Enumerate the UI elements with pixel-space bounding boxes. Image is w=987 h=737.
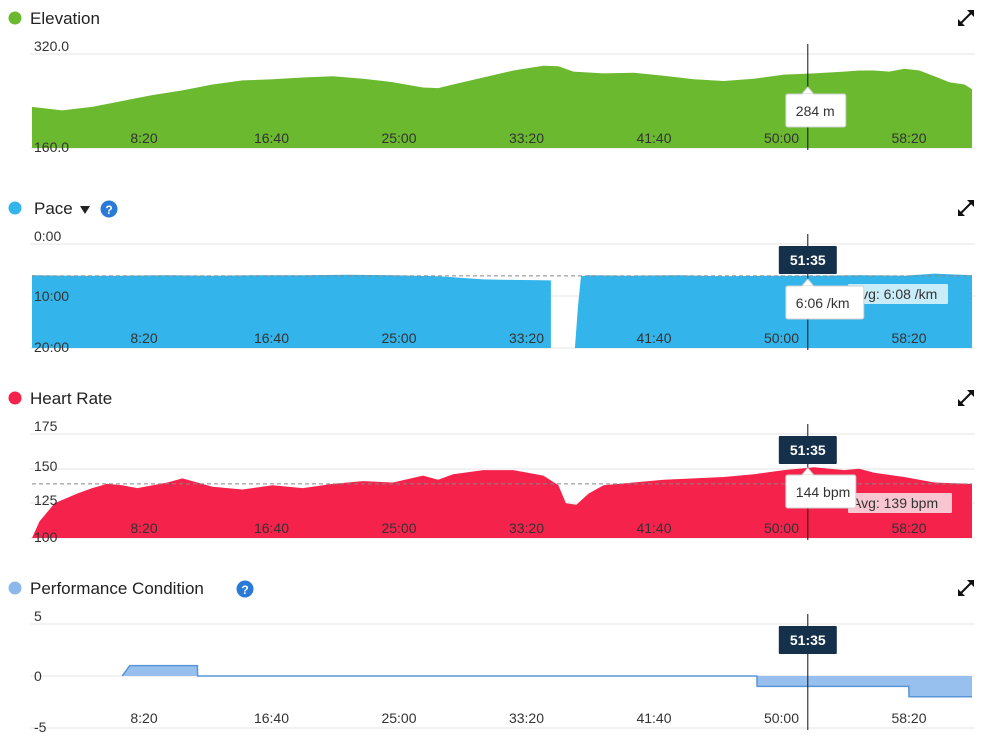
pace-xtick-label: 33:20 — [509, 330, 544, 346]
svg-text:Avg: 6:08 /km: Avg: 6:08 /km — [852, 286, 937, 302]
heart-rate-average-label: Avg: 139 bpm — [848, 493, 952, 513]
elevation-xtick-label: 25:00 — [381, 130, 416, 146]
svg-text:Avg: 139 bpm: Avg: 139 bpm — [852, 495, 938, 511]
elevation-area-segment — [32, 65, 972, 148]
pace-xtick-label: 16:40 — [254, 330, 289, 346]
heart-rate-xtick-label: 58:20 — [891, 520, 926, 536]
elevation-value-tooltip: 284 m — [785, 86, 847, 128]
heart-rate-panel: Heart Rate 175 150 125 100 8:20 16:40 25:00 33:2… — [8, 389, 975, 545]
performance-condition-xtick-label: 25:00 — [381, 710, 416, 726]
performance-condition-area — [122, 665, 972, 697]
performance-condition-legend-dot — [8, 581, 22, 595]
performance-condition-help-icon[interactable]: ? — [236, 580, 254, 598]
heart-rate-xtick-label: 16:40 — [254, 520, 289, 536]
svg-text:284 m: 284 m — [796, 103, 835, 119]
pace-title: Pace — [34, 199, 73, 218]
elevation-xtick-label: 58:20 — [891, 130, 926, 146]
performance-condition-ytick-label: -5 — [34, 719, 47, 735]
performance-condition-xtick-label: 41:40 — [636, 710, 671, 726]
performance-condition-cursor-time: 51:35 — [778, 626, 837, 654]
pace-dropdown-icon[interactable] — [80, 206, 90, 214]
elevation-xtick-label: 41:40 — [636, 130, 671, 146]
elevation-xtick-label: 50:00 — [764, 130, 799, 146]
heart-rate-area-segment — [32, 467, 972, 538]
elevation-title: Elevation — [30, 9, 100, 28]
heart-rate-xtick-label: 41:40 — [636, 520, 671, 536]
svg-text:?: ? — [241, 583, 248, 597]
heart-rate-expand-icon[interactable] — [958, 390, 974, 406]
performance-condition-panel: Performance Condition ? 5 0 -5 8:20 16:40 25:00… — [8, 579, 975, 735]
svg-text:?: ? — [105, 203, 112, 217]
heart-rate-ytick-label: 175 — [34, 418, 58, 434]
performance-condition-expand-icon[interactable] — [958, 580, 974, 596]
heart-rate-legend-dot — [8, 391, 22, 405]
elevation-expand-icon[interactable] — [958, 10, 974, 26]
heart-rate-cursor-time: 51:35 — [778, 436, 837, 464]
performance-condition-xtick-label: 8:20 — [130, 710, 157, 726]
performance-condition-ytick-label: 5 — [34, 608, 42, 624]
pace-expand-icon[interactable] — [958, 200, 974, 216]
pace-value-tooltip: 6:06 /km — [785, 278, 865, 320]
pace-area-segment — [32, 274, 551, 348]
heart-rate-ytick-label: 125 — [34, 492, 58, 508]
elevation-legend-dot — [8, 11, 22, 25]
performance-condition-ytick-label: 0 — [34, 668, 42, 684]
pace-ytick-label: 0:00 — [34, 228, 61, 244]
heart-rate-xtick-label: 25:00 — [381, 520, 416, 536]
heart-rate-value-tooltip: 144 bpm — [785, 467, 857, 509]
performance-condition-line — [121, 664, 972, 698]
elevation-ytick-label: 320.0 — [34, 38, 69, 54]
heart-rate-ytick-label: 100 — [34, 529, 58, 545]
svg-text:51:35: 51:35 — [790, 632, 826, 648]
performance-condition-title: Performance Condition — [30, 579, 204, 598]
svg-text:51:35: 51:35 — [790, 252, 826, 268]
elevation-ytick-label: 160.0 — [34, 139, 69, 155]
performance-condition-xtick-label: 50:00 — [764, 710, 799, 726]
svg-text:144 bpm: 144 bpm — [796, 484, 850, 500]
pace-xtick-label: 8:20 — [130, 330, 157, 346]
pace-legend-dot — [8, 201, 22, 215]
pace-xtick-label: 41:40 — [636, 330, 671, 346]
performance-condition-xtick-label: 58:20 — [891, 710, 926, 726]
heart-rate-title: Heart Rate — [30, 389, 112, 408]
elevation-xtick-label: 16:40 — [254, 130, 289, 146]
pace-average-label: Avg: 6:08 /km — [848, 284, 948, 304]
heart-rate-xtick-label: 50:00 — [764, 520, 799, 536]
heart-rate-ytick-label: 150 — [34, 458, 58, 474]
pace-panel: Pace ? 0:00 10:00 20:00 8:20 16:40 25:00 33:20 41… — [8, 199, 975, 355]
heart-rate-xtick-label: 8:20 — [130, 520, 157, 536]
pace-cursor-time: 51:35 — [778, 246, 837, 274]
elevation-xtick-label: 8:20 — [130, 130, 157, 146]
elevation-panel: Elevation 320.0 160.0 8:20 16:40 25:00 33:20 41… — [8, 9, 975, 155]
elevation-xtick-label: 33:20 — [509, 130, 544, 146]
pace-xtick-label: 50:00 — [764, 330, 799, 346]
pace-xtick-label: 25:00 — [381, 330, 416, 346]
performance-condition-xtick-label: 16:40 — [254, 710, 289, 726]
heart-rate-xtick-label: 33:20 — [509, 520, 544, 536]
pace-xtick-label: 58:20 — [891, 330, 926, 346]
pace-ytick-label: 10:00 — [34, 288, 69, 304]
svg-text:6:06 /km: 6:06 /km — [796, 295, 850, 311]
performance-condition-xtick-label: 33:20 — [509, 710, 544, 726]
svg-text:51:35: 51:35 — [790, 442, 826, 458]
pace-ytick-label: 20:00 — [34, 339, 69, 355]
pace-help-icon[interactable]: ? — [100, 200, 118, 218]
